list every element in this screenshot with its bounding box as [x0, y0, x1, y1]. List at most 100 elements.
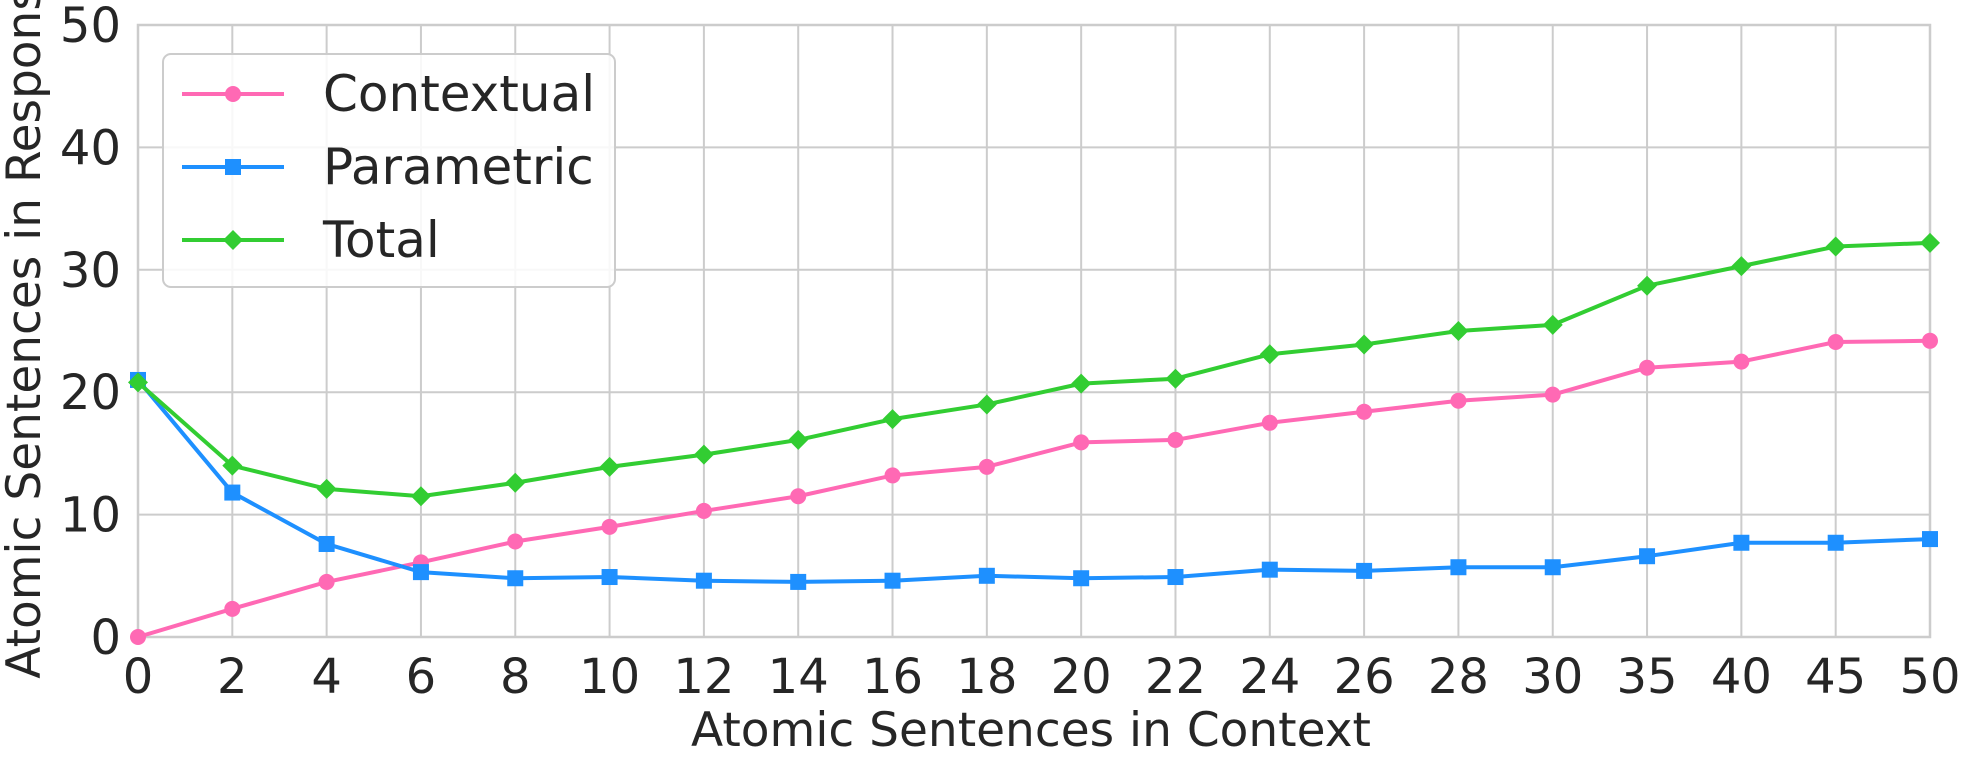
- contextual-point: [1827, 334, 1844, 351]
- legend-marker-parametric: [225, 159, 241, 175]
- legend-label-contextual: Contextual: [323, 65, 595, 123]
- total-point: [976, 394, 997, 415]
- total-point: [1825, 236, 1846, 257]
- legend-label-total: Total: [322, 211, 440, 269]
- legend-marker-contextual: [225, 86, 241, 102]
- contextual-point: [1356, 403, 1373, 420]
- x-tick-label: 26: [1334, 649, 1395, 705]
- total-point: [128, 372, 148, 393]
- series-parametric: [130, 371, 1938, 590]
- parametric-point: [1639, 548, 1656, 565]
- total-point: [1259, 344, 1280, 365]
- x-tick-label: 12: [673, 649, 734, 705]
- contextual-point: [318, 573, 335, 590]
- x-tick-label: 24: [1239, 649, 1300, 705]
- series-contextual: [130, 332, 1938, 645]
- total-point: [1542, 314, 1563, 335]
- parametric-point: [884, 572, 901, 589]
- y-tick-label: 50: [60, 0, 121, 54]
- parametric-point: [1922, 531, 1938, 548]
- plot-frame: [136, 23, 1932, 639]
- x-tick-label: 35: [1617, 649, 1678, 705]
- parametric-point: [1261, 561, 1278, 578]
- total-point: [1920, 232, 1940, 253]
- x-tick-label: 10: [579, 649, 640, 705]
- contextual-point: [507, 533, 524, 550]
- y-tick-label: 20: [60, 365, 121, 421]
- x-tick-label: 45: [1805, 649, 1866, 705]
- total-point: [1354, 334, 1375, 355]
- contextual-point: [790, 488, 807, 505]
- contextual-point: [1733, 353, 1750, 370]
- legend: Contextual Parametric Total: [162, 53, 616, 288]
- contextual-point: [1450, 392, 1467, 409]
- total-point: [1731, 256, 1752, 277]
- parametric-point: [507, 570, 524, 587]
- x-tick-label: 16: [862, 649, 923, 705]
- axes: [136, 23, 1932, 639]
- x-tick-label: 14: [768, 649, 829, 705]
- x-tick-label: 20: [1051, 649, 1112, 705]
- contextual-point: [1922, 332, 1938, 349]
- line-contextual: [137, 338, 1931, 639]
- parametric-point: [601, 569, 618, 586]
- x-tick-label: 2: [217, 649, 248, 705]
- parametric-point: [1356, 562, 1373, 579]
- series-group: [128, 232, 1940, 645]
- x-tick-label: 28: [1428, 649, 1489, 705]
- parametric-point: [318, 535, 335, 552]
- total-point: [693, 444, 714, 465]
- total-point: [788, 429, 809, 450]
- parametric-point: [1544, 559, 1561, 576]
- line-total: [136, 240, 1931, 499]
- legend-box: [162, 53, 616, 288]
- x-tick-label: 6: [406, 649, 437, 705]
- contextual-point: [1544, 386, 1561, 403]
- x-tick-label: 30: [1522, 649, 1583, 705]
- legend-label-parametric: Parametric: [323, 138, 594, 196]
- contextual-point: [1073, 434, 1090, 451]
- contextual-point: [978, 458, 995, 475]
- y-tick-label: 40: [60, 120, 121, 176]
- total-point: [1637, 275, 1658, 296]
- y-tick-label: 30: [60, 243, 121, 299]
- contextual-point: [224, 600, 241, 617]
- x-tick-label: 4: [311, 649, 342, 705]
- total-point: [410, 486, 431, 507]
- x-tick-label: 18: [956, 649, 1017, 705]
- parametric-point: [695, 572, 712, 589]
- total-point: [505, 472, 526, 493]
- contextual-point: [601, 518, 618, 535]
- contextual-point: [130, 629, 146, 645]
- total-point: [1165, 368, 1186, 389]
- line-parametric: [136, 378, 1931, 584]
- x-tick-label: 8: [500, 649, 531, 705]
- x-tick-label: 50: [1899, 649, 1960, 705]
- x-tick-label: 0: [123, 649, 154, 705]
- parametric-point: [1167, 569, 1184, 586]
- total-point: [222, 455, 243, 476]
- contextual-point: [884, 467, 901, 484]
- parametric-point: [790, 573, 807, 590]
- x-tick-label: 22: [1145, 649, 1206, 705]
- total-point: [1448, 321, 1469, 341]
- total-point: [1071, 373, 1092, 394]
- total-point: [882, 409, 903, 430]
- y-tick-label: 10: [60, 488, 121, 544]
- y-tick-label: 0: [90, 610, 121, 666]
- parametric-point: [1073, 570, 1090, 587]
- parametric-point: [224, 484, 241, 501]
- total-point: [316, 478, 337, 499]
- parametric-point: [1827, 534, 1844, 551]
- y-axis-label: Atomic Sentences in Response: [0, 0, 52, 679]
- x-tick-label: 40: [1711, 649, 1772, 705]
- contextual-point: [1261, 414, 1278, 431]
- total-point: [599, 456, 620, 477]
- tick-labels: 0 2 4 6 8 10 12 14 16 18 20 22 24 26 28 30 35 40 45 5001020…: [60, 0, 1961, 705]
- series-total: [128, 232, 1940, 507]
- contextual-point: [1639, 359, 1656, 376]
- x-axis-label: Atomic Sentences in Context: [691, 703, 1371, 758]
- contextual-point: [695, 502, 712, 519]
- contextual-point: [1167, 431, 1184, 448]
